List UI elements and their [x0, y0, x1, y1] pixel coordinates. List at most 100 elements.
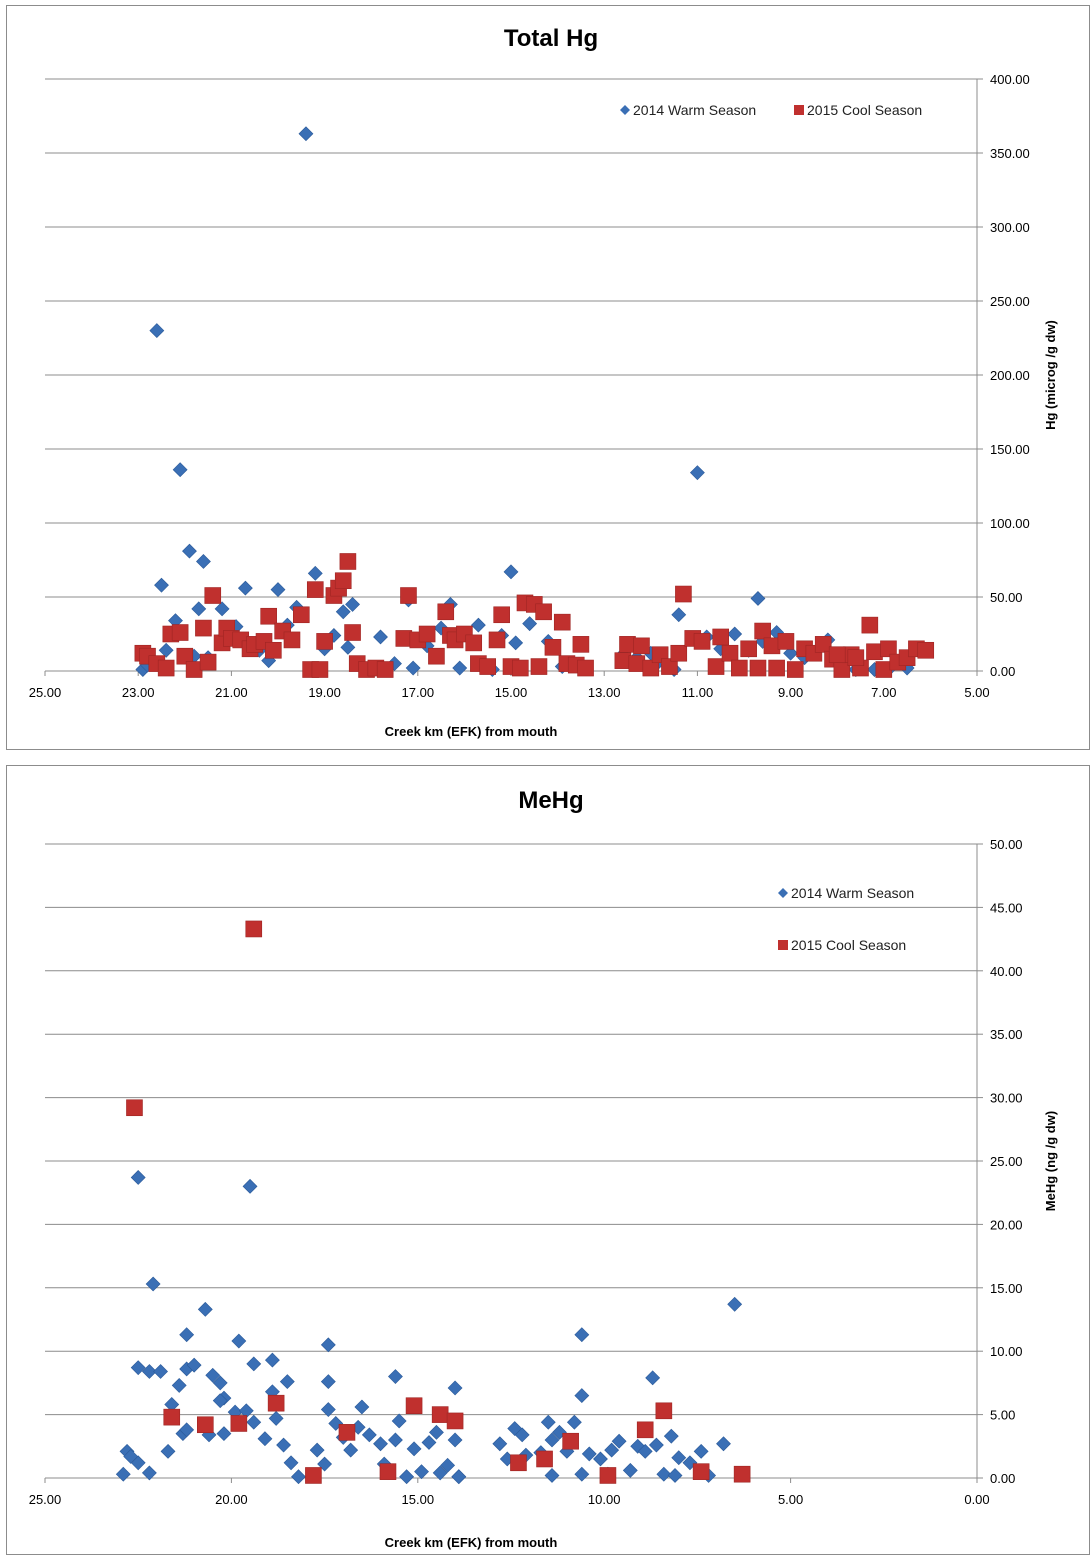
hg-warm-point — [237, 580, 253, 596]
mehg-warm-point — [291, 1469, 306, 1485]
hg-y-axis-label: Hg (microg /g dw) — [1043, 320, 1058, 430]
mehg-warm-point — [354, 1399, 370, 1415]
hg-cool-point — [344, 624, 361, 641]
total-hg-chart-panel: Total Hg 0.00 50.00 100.00 150.00 200.00 250.0… — [6, 5, 1090, 750]
hg-warm-point — [750, 591, 766, 606]
hg-cool-point — [544, 639, 562, 656]
hg-y-tick-label: 0.00 — [990, 664, 1015, 679]
mehg-cool-point — [305, 1467, 322, 1484]
mehg-warm-point — [514, 1427, 530, 1443]
hg-x-axis-label: Creek km (EFK) from mouth — [385, 724, 558, 739]
hg-cool-point — [376, 661, 394, 678]
hg-warm-point — [452, 660, 468, 676]
mehg-warm-point — [414, 1464, 429, 1480]
hg-warm-point — [298, 126, 314, 142]
mehg-cool-point — [536, 1450, 553, 1468]
mehg-y-tick-label: 25.00 — [990, 1154, 1023, 1169]
hg-cool-point — [721, 644, 739, 662]
hg-cool-point — [740, 640, 757, 658]
mehg-warm-point — [421, 1435, 437, 1450]
mehg-warm-point — [391, 1413, 407, 1429]
hg-cool-point — [880, 640, 897, 658]
mehg-cool-point — [197, 1416, 214, 1434]
hg-warm-point — [503, 564, 519, 580]
mehg-warm-point — [727, 1296, 743, 1312]
mehg-warm-point — [264, 1352, 280, 1368]
hg-cool-point — [754, 622, 771, 640]
mehg-cool-point — [379, 1463, 397, 1480]
mehg-x-axis-label: Creek km (EFK) from mouth — [385, 1535, 558, 1550]
hg-warm-point — [335, 604, 351, 620]
hg-cool-point — [292, 606, 310, 624]
mehg-warm-point — [268, 1410, 284, 1426]
hg-warm-point — [340, 639, 356, 655]
hg-cool-point — [847, 649, 865, 666]
hg-y-tick-label: 350.00 — [990, 146, 1030, 161]
mehg-series-warm-2014 — [115, 1170, 743, 1485]
hg-legend-cool-label: 2015 Cool Season — [807, 102, 922, 118]
hg-cool-point — [339, 553, 357, 570]
mehg-cool-point — [599, 1467, 617, 1484]
mehg-warm-point — [276, 1437, 292, 1453]
hg-cool-point — [185, 661, 203, 678]
mehg-series-cool-2015 — [126, 920, 751, 1484]
mehg-x-tick-label: 0.00 — [964, 1492, 989, 1507]
mehg-cool-point — [431, 1406, 449, 1423]
mehg-warm-point — [153, 1364, 168, 1379]
hg-cool-point — [828, 646, 846, 664]
mehg-warm-point — [574, 1466, 590, 1482]
hg-warm-point — [470, 617, 486, 633]
hg-cool-point — [204, 587, 222, 604]
hg-cool-point — [260, 607, 277, 625]
mehg-warm-point — [320, 1374, 336, 1390]
hg-cool-point — [693, 633, 711, 650]
mehg-x-tick-label: 10.00 — [588, 1492, 621, 1507]
hg-warm-point — [158, 642, 174, 658]
hg-legend-warm-label: 2014 Warm Season — [633, 102, 756, 118]
mehg-warm-point — [667, 1468, 683, 1483]
hg-cool-point — [171, 624, 189, 641]
hg-cool-point — [917, 641, 935, 659]
mehg-warm-point — [141, 1364, 157, 1379]
hg-warm-point — [307, 565, 323, 581]
mehg-legend-warm-label: 2014 Warm Season — [791, 885, 914, 901]
mehg-warm-point — [246, 1356, 262, 1372]
mehg-warm-point — [123, 1449, 139, 1464]
mehg-y-axis-label: MeHg (ng /g dw) — [1043, 1111, 1058, 1211]
mehg-warm-point — [171, 1378, 187, 1393]
mehg-warm-point — [373, 1436, 388, 1452]
hg-cool-point — [400, 587, 417, 604]
hg-cool-point — [619, 636, 636, 653]
mehg-warm-point — [216, 1426, 232, 1442]
mehg-warm-point — [406, 1441, 422, 1457]
hg-cool-point — [283, 631, 301, 649]
mehg-warm-point — [645, 1370, 661, 1386]
hg-cool-point — [316, 633, 333, 650]
hg-warm-point — [196, 554, 211, 569]
mehg-legend-warm-marker — [778, 888, 788, 898]
mehg-warm-point — [115, 1466, 131, 1482]
mehg-warm-point — [212, 1393, 228, 1409]
mehg-warm-point — [581, 1446, 597, 1462]
mehg-y-tick-label: 30.00 — [990, 1091, 1023, 1106]
hg-cool-point — [535, 603, 552, 621]
hg-warm-point — [214, 601, 230, 617]
mehg-warm-point — [440, 1457, 456, 1473]
hg-warm-point — [727, 626, 743, 642]
mehg-y-tick-label: 35.00 — [990, 1027, 1023, 1042]
hg-cool-point — [642, 659, 660, 677]
hg-series-warm-2014 — [135, 126, 915, 677]
hg-warm-point — [191, 601, 207, 617]
hg-cool-point — [553, 613, 571, 631]
hg-cool-point — [633, 637, 650, 655]
mehg-y-tick-label: 40.00 — [990, 964, 1023, 979]
mehg-warm-point — [656, 1466, 672, 1482]
hg-cool-point — [707, 658, 725, 675]
hg-cool-point — [614, 652, 632, 669]
hg-x-tick-label: 21.00 — [215, 685, 248, 700]
hg-warm-point — [373, 629, 388, 645]
hg-cool-point — [265, 641, 282, 659]
hg-x-tick-label: 9.00 — [778, 685, 803, 700]
mehg-cool-point — [163, 1408, 181, 1426]
mehg-cool-point — [405, 1397, 423, 1415]
